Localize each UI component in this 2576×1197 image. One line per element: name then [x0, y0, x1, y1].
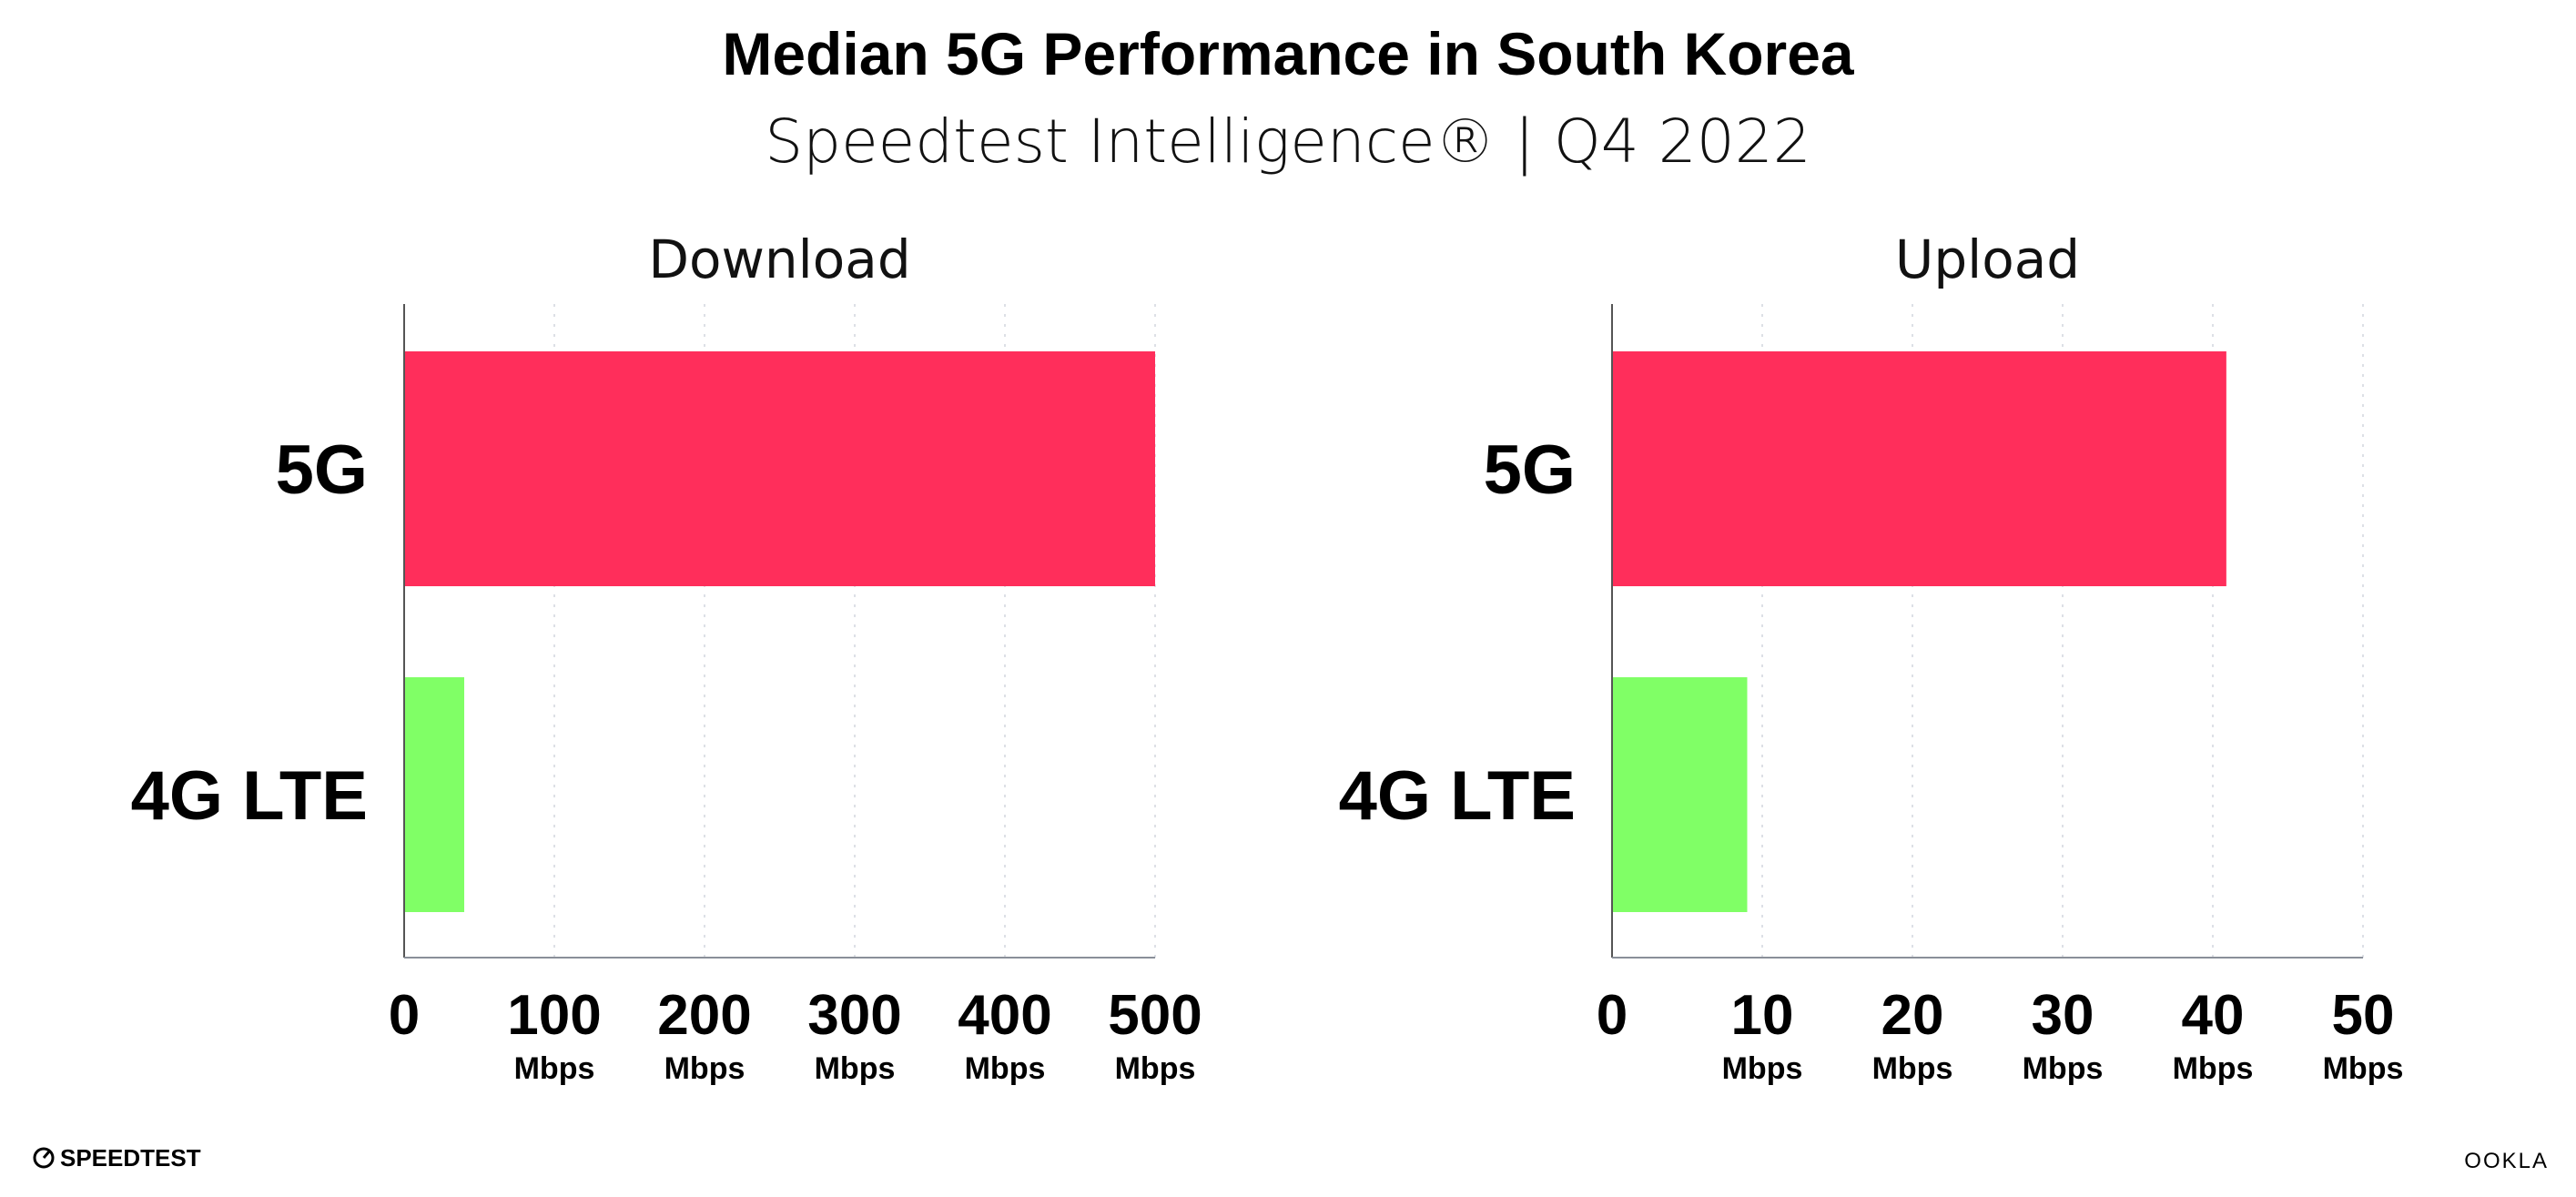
x-tick-unit: Mbps — [2323, 1051, 2404, 1086]
x-tick-label: 100 — [507, 984, 601, 1047]
bar-4g-lte — [404, 677, 464, 912]
category-label: 5G — [1484, 431, 1576, 509]
panel-title: Upload — [1895, 228, 2080, 290]
x-tick-unit: Mbps — [965, 1051, 1046, 1086]
x-tick-unit: Mbps — [1872, 1051, 1953, 1086]
panel-title: Download — [648, 228, 910, 290]
category-label: 4G LTE — [1339, 757, 1576, 835]
x-tick-label: 40 — [2182, 984, 2245, 1047]
x-tick-unit: Mbps — [1722, 1051, 1803, 1086]
x-tick-label: 0 — [1597, 984, 1628, 1047]
chart-subtitle: Speedtest Intelligence® | Q4 2022 — [765, 107, 1810, 177]
speedtest-logo-text: SPEEDTEST — [60, 1144, 201, 1172]
x-tick-label: 20 — [1881, 984, 1944, 1047]
x-tick-unit: Mbps — [1115, 1051, 1196, 1086]
chart-title: Median 5G Performance in South Korea — [722, 20, 1855, 87]
category-label: 4G LTE — [131, 757, 368, 835]
x-tick-label: 300 — [807, 984, 901, 1047]
speedtest-gauge-icon — [33, 1147, 55, 1169]
x-tick-label: 400 — [958, 984, 1051, 1047]
x-tick-unit: Mbps — [2023, 1051, 2104, 1086]
x-tick-label: 200 — [657, 984, 751, 1047]
bar-5g — [1612, 351, 2226, 586]
category-label: 5G — [276, 431, 368, 509]
x-tick-unit: Mbps — [664, 1051, 745, 1086]
x-tick-unit: Mbps — [815, 1051, 896, 1086]
bar-5g — [404, 351, 1155, 586]
x-tick-label: 10 — [1731, 984, 1794, 1047]
x-tick-label: 500 — [1108, 984, 1202, 1047]
x-tick-label: 50 — [2332, 984, 2395, 1047]
x-tick-label: 0 — [389, 984, 420, 1047]
x-tick-unit: Mbps — [2173, 1051, 2254, 1086]
speedtest-logo: SPEEDTEST — [33, 1144, 201, 1172]
panel-upload: Upload 0 10 Mbps 20 Mbps 30 Mbps 40 Mbps 50 Mbps 5G 4… — [1339, 228, 2404, 1086]
x-tick-label: 30 — [2032, 984, 2094, 1047]
panel-download: Download 0 100 Mbps 200 Mbps 300 Mbps 400 Mbps 500… — [131, 228, 1202, 1086]
ookla-logo: OOKLA — [2464, 1149, 2549, 1173]
bar-4g-lte — [1612, 677, 1748, 912]
x-tick-unit: Mbps — [514, 1051, 595, 1086]
